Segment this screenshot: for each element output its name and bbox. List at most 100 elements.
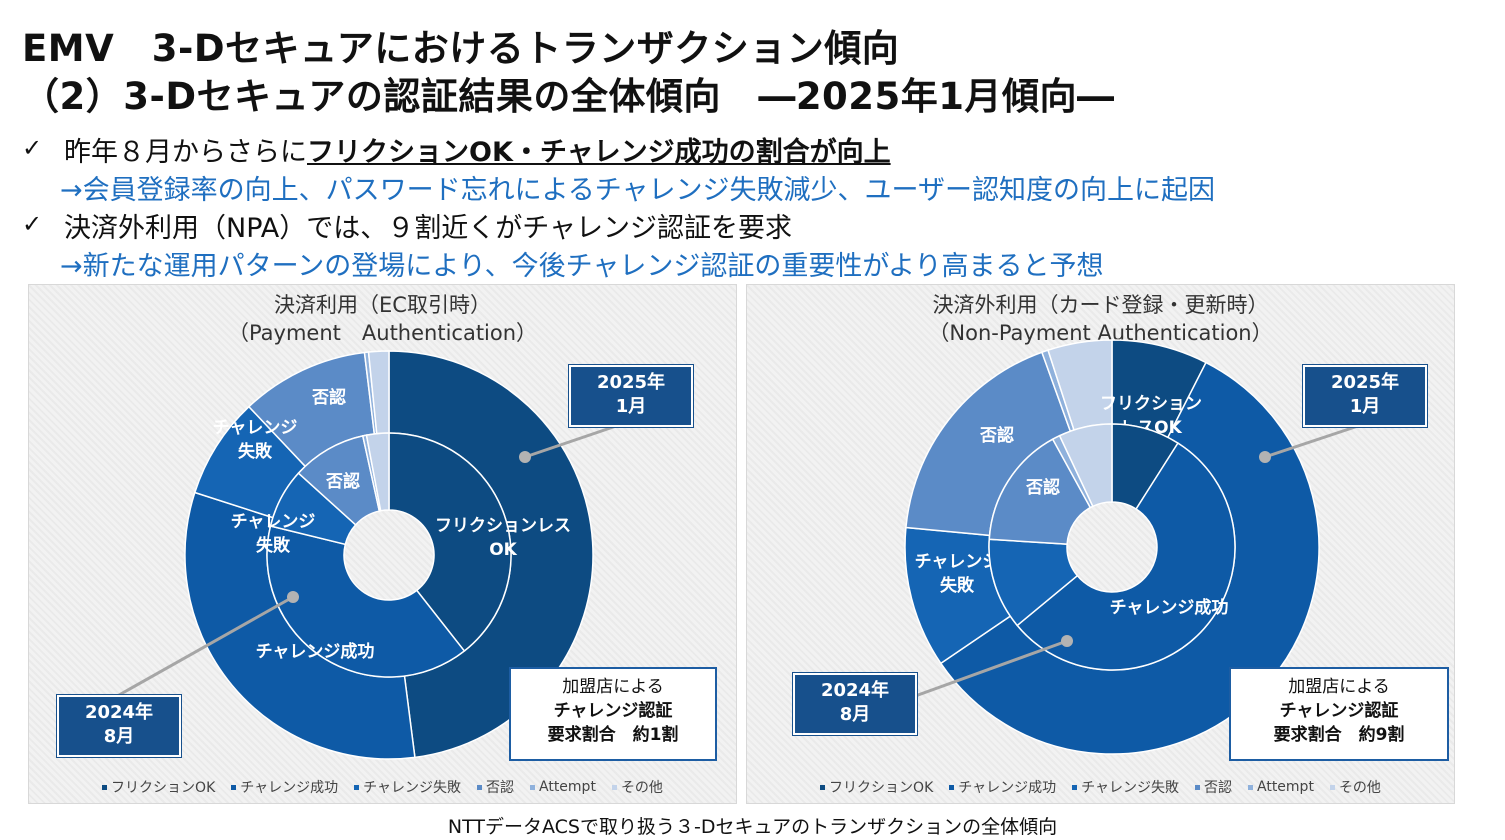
chart-panel-payment: 決済利用（EC取引時） （Payment Authentication） チャレ… [28,284,737,804]
callout-2025-jan: 2025年 1月 [1303,365,1427,427]
callout-line: 2024年 [820,680,890,701]
callout-2025-dot [1259,451,1271,463]
legend-label: チャレンジ失敗 [1081,780,1179,796]
callout-line: チャレンジ認証 [553,701,673,721]
legend-item-denied: 否認 [477,777,514,797]
legend-swatch [530,784,535,790]
legend-swatch [611,784,617,790]
callout-line: 要求割合 約9割 [1273,725,1405,745]
inner-slice-other [1058,423,1113,508]
legend-swatch [477,784,482,790]
callout-2024-dot [287,591,299,603]
legend-item-challenge-fail: チャレンジ失敗 [354,777,461,797]
chart-legend: フリクションOK チャレンジ成功 チャレンジ失敗 否認 Attempt その他 [747,777,1454,797]
legend-item-challenge-success: チャレンジ成功 [231,777,338,797]
inner-label-frictionless: フリクションレス OK [435,516,571,560]
legend-swatch [102,784,108,790]
legend-item-frictionless: フリクションOK [102,777,215,797]
callout-line: 要求割合 約1割 [547,725,679,745]
chart-subtitle: （Payment Authentication） [227,321,538,345]
legend-label: チャレンジ成功 [958,780,1057,796]
legend-item-challenge-fail: チャレンジ失敗 [1072,777,1179,797]
callout-line: 8月 [103,726,135,747]
callout-2025-line [1264,421,1368,459]
bullet-2: 決済外利用（NPA）では、９割近くがチャレンジ認証を要求 [64,213,792,244]
inner-slice-challenge-success [1016,442,1236,671]
inner-label-challenge-success: チャレンジ成功 [256,641,375,662]
inner-slice-challenge-success [266,525,466,678]
legend-item-denied: 否認 [1195,777,1232,797]
legend-label: その他 [620,780,663,796]
legend-label: Attempt [1257,779,1314,795]
inner-slice-other [365,432,390,512]
inner-label-denied: 否認 [325,471,360,492]
inner-slice-denied [988,438,1092,545]
legend-swatch [1195,784,1200,790]
legend-label: Attempt [539,779,596,795]
chart-title: 決済利用（EC取引時） [274,293,491,317]
legend-label: フリクションOK [829,780,934,796]
callout-line: 2025年 [1330,372,1400,393]
callout-line: 1月 [615,396,647,417]
legend-label: その他 [1338,780,1381,796]
bullet-1-sub: →会員登録率の向上、パスワード忘れによるチャレンジ失敗減少、ユーザー認知度の向上… [60,175,1216,206]
legend-swatch [354,784,360,790]
callout-2024-line [906,639,1068,701]
inner-label-challenge-fail: チャレンジ失敗 [231,512,316,556]
footer-caption: NTTデータACSで取り扱う３-Dセキュアのトランザクションの全体傾向 [447,816,1058,838]
callout-line: チャレンジ認証 [1279,701,1399,721]
legend-swatch [949,784,955,790]
check-icon: ✓ [22,134,43,162]
legend-swatch [1329,784,1335,790]
challenge-ratio-note: 加盟店による チャレンジ認証 要求割合 約9割 [1229,667,1449,761]
legend-label: 否認 [486,780,514,796]
legend-item-challenge-success: チャレンジ成功 [949,777,1056,797]
outer-label-denied: 否認 [311,387,346,408]
legend-swatch [1072,784,1078,790]
callout-2024-aug: 2024年 8月 [57,695,181,757]
bullet-1-emphasis: フリクションOK・チャレンジ成功の割合が向上 [307,137,891,168]
page-title-line2: （2）3-Dセキュアの認証結果の全体傾向 ―2025年1月傾向― [22,75,1115,118]
callout-2025-line [524,421,626,459]
outer-label-denied: 否認 [979,425,1014,446]
legend-swatch [1248,784,1253,790]
legend-swatch [231,784,237,790]
callout-2024-line [118,595,294,697]
callout-line: 1月 [1349,396,1381,417]
legend-swatch [820,784,826,790]
legend-item-frictionless: フリクションOK [820,777,933,797]
callout-2025-dot [519,451,531,463]
legend-item-attempt: Attempt [1248,777,1314,797]
legend-item-attempt: Attempt [530,777,596,797]
legend-item-other: その他 [611,777,663,797]
challenge-ratio-note: 加盟店による チャレンジ認証 要求割合 約1割 [509,667,717,761]
chart-panel-non-payment: 決済外利用（カード登録・更新時） （Non-Payment Authentica… [746,284,1455,804]
check-icon: ✓ [22,210,43,238]
inner-label-denied: 否認 [1025,477,1060,498]
bullet-2-sub: →新たな運用パターンの登場により、今後チャレンジ認証の重要性がより高まると予想 [60,251,1104,282]
legend-label: チャレンジ失敗 [363,780,461,796]
legend-label: 否認 [1204,780,1232,796]
inner-slice-frictionless [388,432,512,653]
callout-line: 加盟店による [1288,677,1390,697]
callout-2025-jan: 2025年 1月 [569,365,693,427]
inner-label-challenge-success: チャレンジ成功 [1110,597,1229,618]
callout-line: 8月 [839,704,871,725]
callout-line: 2024年 [84,702,154,723]
outer-label-challenge-fail: チャレンジ失敗 [915,552,1000,596]
outer-label-challenge-fail: チャレンジ失敗 [213,418,298,462]
callout-2024-dot [1061,635,1073,647]
chart-legend: フリクションOK チャレンジ成功 チャレンジ失敗 否認 Attempt その他 [29,777,736,797]
legend-label: チャレンジ成功 [240,780,339,796]
callout-2024-aug: 2024年 8月 [793,673,917,735]
bullet-1: 昨年８月からさらにフリクションOK・チャレンジ成功の割合が向上 [64,130,891,169]
legend-label: フリクションOK [111,780,216,796]
chart-title: 決済外利用（カード登録・更新時） [932,293,1269,317]
legend-item-other: その他 [1329,777,1381,797]
page-title-line1: EMV 3-Dセキュアにおけるトランザクション傾向 [22,27,900,70]
callout-line: 加盟店による [562,677,664,697]
bullet-1-text: 昨年８月からさらに [64,137,307,168]
callout-line: 2025年 [596,372,666,393]
